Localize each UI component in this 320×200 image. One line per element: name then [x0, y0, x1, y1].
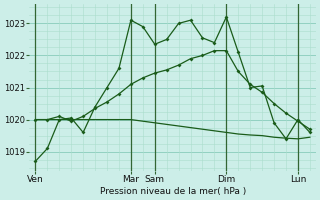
X-axis label: Pression niveau de la mer( hPa ): Pression niveau de la mer( hPa )	[100, 187, 246, 196]
